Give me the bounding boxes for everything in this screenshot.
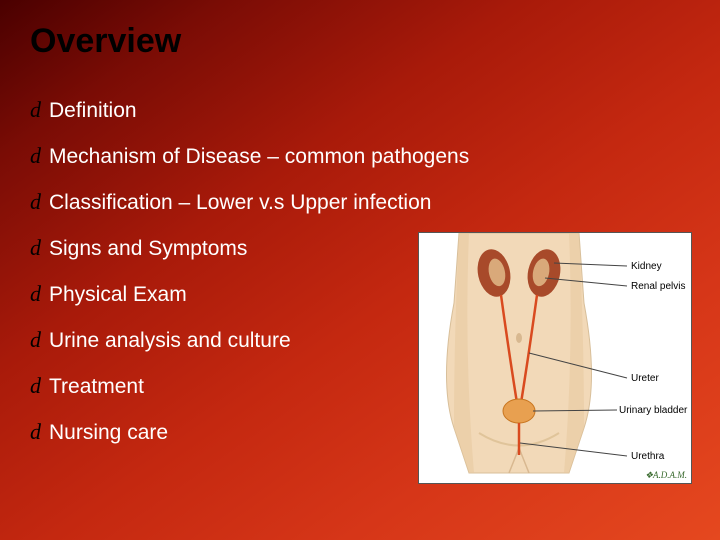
- diagram-label-kidney: Kidney: [631, 261, 662, 272]
- diagram-copyright: ❖A.D.A.M.: [645, 470, 687, 481]
- slide-container: Overview d Definition d Mechanism of Dis…: [0, 0, 720, 540]
- bullet-icon: d: [30, 237, 39, 259]
- bullet-text: Physical Exam: [49, 283, 187, 307]
- anatomy-diagram: Kidney Renal pelvis Ureter Urinary bladd…: [418, 232, 692, 484]
- bullet-text: Classification – Lower v.s Upper infecti…: [49, 191, 431, 215]
- diagram-label-bladder: Urinary bladder: [619, 405, 687, 416]
- bullet-text: Signs and Symptoms: [49, 237, 247, 261]
- bullet-icon: d: [30, 421, 39, 443]
- bullet-text: Mechanism of Disease – common pathogens: [49, 145, 469, 169]
- bullet-icon: d: [30, 375, 39, 397]
- slide-title: Overview: [30, 22, 690, 61]
- diagram-label-renal-pelvis: Renal pelvis: [631, 281, 685, 292]
- bullet-text: Definition: [49, 99, 137, 123]
- bullet-icon: d: [30, 191, 39, 213]
- bullet-icon: d: [30, 99, 39, 121]
- diagram-label-urethra: Urethra: [631, 451, 664, 462]
- bullet-icon: d: [30, 329, 39, 351]
- bullet-text: Treatment: [49, 375, 144, 399]
- bullet-item: d Mechanism of Disease – common pathogen…: [30, 145, 690, 169]
- bullet-item: d Definition: [30, 99, 690, 123]
- bullet-icon: d: [30, 145, 39, 167]
- bullet-item: d Classification – Lower v.s Upper infec…: [30, 191, 690, 215]
- bullet-text: Urine analysis and culture: [49, 329, 291, 353]
- bullet-icon: d: [30, 283, 39, 305]
- bullet-text: Nursing care: [49, 421, 168, 445]
- diagram-label-ureter: Ureter: [631, 373, 659, 384]
